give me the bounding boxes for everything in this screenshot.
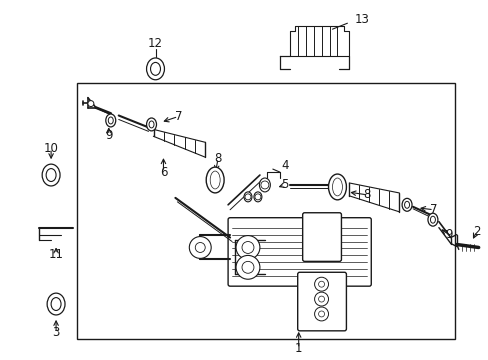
Circle shape [244,194,250,200]
Text: 13: 13 [354,13,368,26]
Text: 8: 8 [363,188,370,201]
Circle shape [242,242,253,253]
Text: 6: 6 [160,166,167,179]
Text: 4: 4 [281,159,288,172]
Text: 9: 9 [105,129,112,142]
Ellipse shape [429,216,434,223]
Ellipse shape [108,117,113,124]
Ellipse shape [206,167,224,193]
Ellipse shape [51,298,61,310]
Text: 7: 7 [174,110,182,123]
Ellipse shape [47,293,65,315]
Circle shape [88,100,94,107]
Ellipse shape [401,198,411,211]
Circle shape [314,307,328,321]
Circle shape [314,277,328,291]
Text: 12: 12 [148,37,163,50]
Text: 10: 10 [43,142,59,155]
Ellipse shape [427,213,437,226]
Ellipse shape [146,58,164,80]
Ellipse shape [244,192,251,202]
Text: 2: 2 [472,225,479,238]
Text: 3: 3 [52,326,60,339]
Bar [77,83,454,339]
Ellipse shape [46,168,56,181]
Text: 11: 11 [48,248,63,261]
FancyBboxPatch shape [302,213,341,261]
Ellipse shape [404,201,409,208]
Circle shape [318,296,324,302]
Circle shape [189,237,211,258]
Ellipse shape [253,192,262,202]
Polygon shape [279,26,349,56]
Ellipse shape [259,178,270,192]
Circle shape [261,181,268,189]
Circle shape [236,255,260,279]
Circle shape [242,261,253,273]
Ellipse shape [332,178,342,196]
Ellipse shape [146,118,156,131]
Text: 5: 5 [281,179,288,192]
Ellipse shape [328,174,346,200]
Ellipse shape [149,121,154,128]
Text: 9: 9 [444,228,452,241]
Circle shape [318,281,324,287]
Circle shape [195,243,205,252]
Circle shape [318,311,324,317]
Text: 1: 1 [294,342,302,355]
Circle shape [314,292,328,306]
FancyBboxPatch shape [297,272,346,331]
Ellipse shape [150,62,160,75]
FancyBboxPatch shape [227,218,370,286]
Text: 7: 7 [429,203,437,216]
Text: 8: 8 [214,152,222,165]
Ellipse shape [42,164,60,186]
Circle shape [236,235,260,260]
Ellipse shape [210,171,220,189]
Circle shape [254,194,261,200]
Ellipse shape [105,114,116,127]
